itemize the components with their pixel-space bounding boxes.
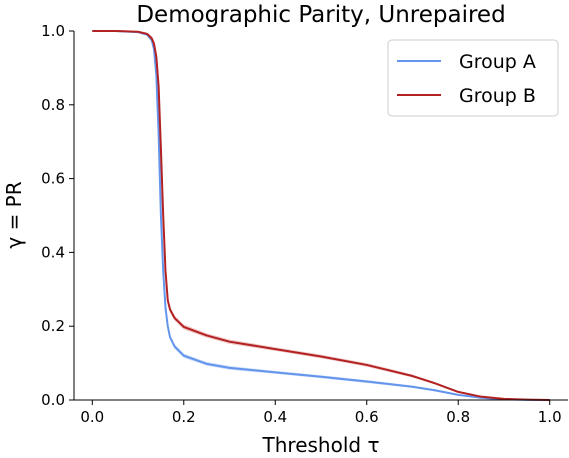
- series-line: [92, 30, 550, 401]
- y-axis-ticks: 0.0 0.2 0.4 0.6 0.8 1.0: [41, 22, 74, 409]
- legend-label: Group B: [459, 85, 536, 107]
- y-tick-label: 0.0: [41, 391, 65, 409]
- x-tick-label: 0.8: [446, 408, 470, 426]
- y-tick-label: 0.8: [41, 96, 65, 114]
- x-tick-label: 0.6: [355, 408, 379, 426]
- x-axis-title: Threshold τ: [262, 433, 380, 457]
- x-tick-label: 0.0: [80, 408, 104, 426]
- series-lines: [92, 30, 550, 401]
- x-tick-label: 0.4: [263, 408, 287, 426]
- x-tick-label: 0.2: [172, 408, 196, 426]
- legend-label: Group A: [459, 51, 536, 73]
- legend: Group A Group B: [387, 39, 559, 117]
- legend-box: [387, 39, 559, 117]
- y-tick-label: 0.6: [41, 170, 65, 188]
- x-tick-label: 1.0: [538, 408, 562, 426]
- y-tick-label: 1.0: [41, 22, 65, 40]
- y-tick-label: 0.4: [41, 243, 65, 261]
- chart-title: Demographic Parity, Unrepaired: [136, 2, 505, 28]
- x-axis-ticks: 0.0 0.2 0.4 0.6 0.8 1.0: [80, 400, 562, 426]
- y-tick-label: 0.2: [41, 317, 65, 335]
- y-axis-title: γ = PR: [2, 181, 26, 248]
- series-line: [92, 30, 550, 401]
